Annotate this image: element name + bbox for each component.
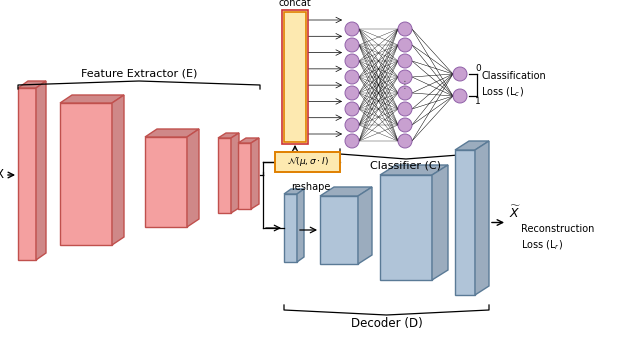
- Polygon shape: [320, 187, 372, 196]
- Polygon shape: [145, 129, 199, 137]
- Text: Decoder (D): Decoder (D): [351, 317, 422, 330]
- Polygon shape: [145, 137, 187, 227]
- Circle shape: [398, 86, 412, 100]
- Polygon shape: [284, 189, 304, 194]
- Polygon shape: [218, 133, 239, 138]
- Polygon shape: [18, 81, 46, 88]
- Text: X: X: [0, 168, 4, 181]
- Polygon shape: [238, 143, 251, 209]
- Polygon shape: [284, 194, 297, 262]
- Polygon shape: [380, 175, 432, 280]
- Polygon shape: [380, 165, 448, 175]
- Circle shape: [345, 118, 359, 132]
- Circle shape: [398, 102, 412, 116]
- Polygon shape: [475, 141, 489, 295]
- Polygon shape: [60, 95, 124, 103]
- Polygon shape: [18, 88, 36, 260]
- Polygon shape: [112, 95, 124, 245]
- Text: 0: 0: [475, 64, 481, 73]
- Polygon shape: [36, 81, 46, 260]
- Text: Classification
Loss (L$_c$): Classification Loss (L$_c$): [481, 71, 546, 99]
- Polygon shape: [218, 138, 231, 213]
- Text: Reconstruction
Loss (L$_r$): Reconstruction Loss (L$_r$): [521, 225, 595, 252]
- Text: Classifier (C): Classifier (C): [371, 161, 442, 171]
- Circle shape: [345, 22, 359, 36]
- Polygon shape: [455, 150, 475, 295]
- Circle shape: [453, 89, 467, 103]
- Polygon shape: [238, 138, 259, 143]
- Circle shape: [398, 38, 412, 52]
- Polygon shape: [251, 138, 259, 209]
- Circle shape: [453, 67, 467, 81]
- Polygon shape: [231, 133, 239, 213]
- Polygon shape: [455, 141, 489, 150]
- Circle shape: [398, 22, 412, 36]
- Text: 1: 1: [475, 97, 481, 106]
- Polygon shape: [187, 129, 199, 227]
- Circle shape: [345, 134, 359, 148]
- Text: Feature Extractor (E): Feature Extractor (E): [81, 69, 197, 79]
- Text: ⋮: ⋮: [400, 80, 410, 90]
- Polygon shape: [320, 196, 358, 264]
- Text: concat: concat: [278, 0, 312, 8]
- Circle shape: [398, 54, 412, 68]
- Circle shape: [345, 102, 359, 116]
- Circle shape: [345, 38, 359, 52]
- Text: reshape: reshape: [291, 182, 330, 192]
- Text: $\mathcal{N}(\mu, \sigma \cdot I)$: $\mathcal{N}(\mu, \sigma \cdot I)$: [287, 156, 328, 168]
- Polygon shape: [60, 103, 112, 245]
- Text: $\widetilde{X}$: $\widetilde{X}$: [509, 205, 521, 221]
- Circle shape: [398, 118, 412, 132]
- FancyBboxPatch shape: [275, 152, 340, 172]
- Circle shape: [345, 70, 359, 84]
- Circle shape: [398, 70, 412, 84]
- Polygon shape: [297, 189, 304, 262]
- FancyBboxPatch shape: [284, 12, 306, 142]
- Circle shape: [398, 134, 412, 148]
- Circle shape: [345, 86, 359, 100]
- Circle shape: [345, 54, 359, 68]
- Polygon shape: [358, 187, 372, 264]
- Polygon shape: [432, 165, 448, 280]
